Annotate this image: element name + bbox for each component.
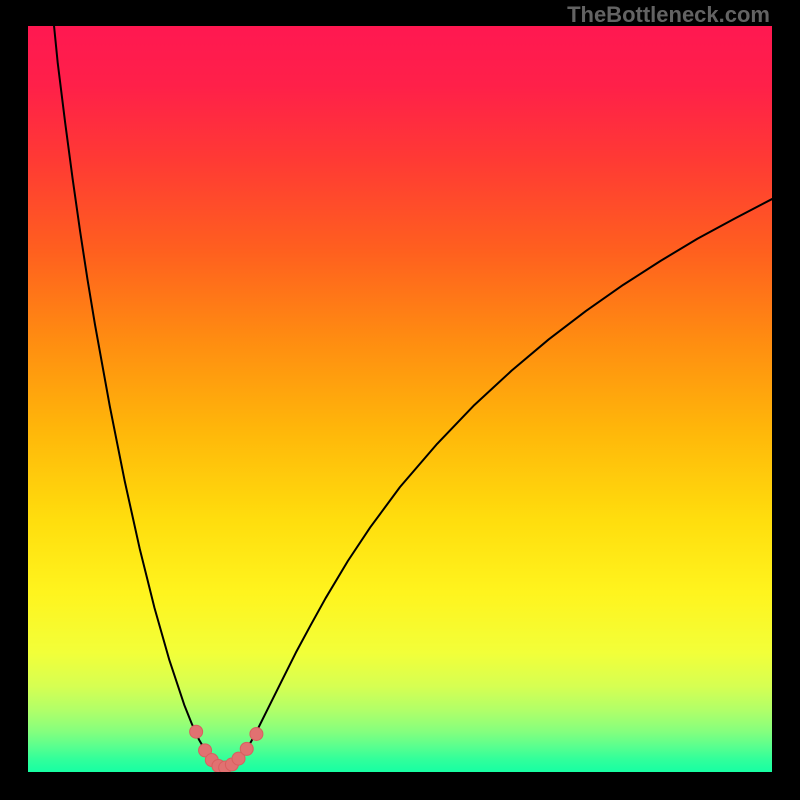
curve-marker — [190, 725, 203, 738]
chart-stage: TheBottleneck.com — [0, 0, 800, 800]
chart-svg — [0, 0, 800, 800]
watermark-text: TheBottleneck.com — [567, 2, 770, 28]
curve-marker — [250, 727, 263, 740]
curve-marker — [240, 742, 253, 755]
plot-background — [28, 26, 772, 772]
